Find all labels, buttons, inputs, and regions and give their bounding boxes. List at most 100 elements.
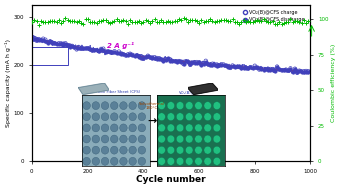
Circle shape (92, 157, 100, 165)
Point (272, 22, 278, 25)
Point (221, 63, 226, 66)
Point (56, 19, 61, 22)
Point (203, 61, 209, 64)
Point (172, 59, 177, 62)
Point (92, 49, 97, 52)
Point (198, 19, 204, 22)
Point (118, 19, 124, 22)
Point (54, 42, 59, 45)
Point (210, 20, 215, 23)
Point (248, 66, 253, 69)
Circle shape (138, 102, 146, 110)
Point (136, 55, 142, 58)
Point (96, 20, 102, 23)
Y-axis label: Specific capacity (mA h g⁻¹): Specific capacity (mA h g⁻¹) (5, 39, 11, 127)
Point (217, 64, 222, 67)
Circle shape (158, 124, 165, 132)
Point (70, 44, 75, 47)
Point (227, 65, 233, 68)
Point (121, 19, 126, 22)
Point (63, 42, 68, 45)
Title: Carbon Fiber Sheet (CFS): Carbon Fiber Sheet (CFS) (91, 90, 140, 94)
Point (150, 20, 155, 23)
Point (99, 47, 104, 50)
Point (192, 19, 197, 22)
Point (47, 40, 53, 43)
Point (227, 67, 233, 70)
Point (134, 20, 139, 23)
Point (292, 67, 298, 70)
Point (292, 19, 298, 22)
Point (223, 64, 228, 67)
Circle shape (167, 124, 175, 132)
Circle shape (120, 102, 127, 110)
Point (56, 42, 61, 45)
Point (112, 50, 117, 53)
Point (32, 37, 37, 40)
Point (58, 43, 64, 46)
Point (254, 66, 260, 69)
Point (294, 71, 300, 74)
Point (203, 59, 209, 62)
Point (32, 19, 37, 22)
Point (96, 50, 102, 53)
Point (125, 54, 131, 57)
Point (165, 20, 170, 23)
Point (118, 52, 124, 55)
Point (165, 57, 170, 60)
Point (256, 67, 262, 70)
Circle shape (101, 135, 109, 143)
Y-axis label: Coulombic efficiency (%): Coulombic efficiency (%) (331, 44, 336, 122)
Point (101, 49, 106, 52)
Point (167, 58, 173, 61)
Point (132, 54, 137, 57)
Point (181, 17, 186, 20)
Point (194, 60, 199, 64)
Point (29, 37, 35, 40)
Point (105, 50, 110, 53)
Point (74, 21, 79, 24)
Circle shape (129, 102, 136, 110)
Point (239, 67, 244, 70)
Circle shape (110, 157, 118, 165)
Point (297, 69, 302, 72)
Point (156, 57, 162, 60)
Point (89, 49, 95, 52)
Point (194, 61, 199, 64)
Point (36, 39, 42, 42)
Point (248, 20, 253, 23)
Point (275, 66, 280, 69)
Point (94, 49, 99, 52)
Circle shape (158, 146, 165, 154)
Point (261, 68, 266, 71)
Point (306, 20, 311, 23)
Circle shape (176, 157, 184, 165)
Circle shape (213, 135, 221, 143)
Point (43, 20, 48, 23)
Point (143, 56, 148, 59)
Point (214, 19, 220, 22)
Point (138, 55, 144, 58)
Circle shape (213, 102, 221, 110)
Circle shape (83, 102, 90, 110)
Point (109, 20, 115, 23)
Point (76, 45, 81, 48)
Point (301, 70, 307, 73)
Point (265, 20, 271, 23)
Point (188, 19, 193, 22)
Point (96, 50, 102, 53)
Circle shape (204, 113, 211, 121)
Point (190, 61, 195, 64)
Circle shape (195, 124, 202, 132)
Point (103, 50, 108, 53)
Point (290, 20, 295, 23)
Point (208, 63, 213, 66)
Point (38, 38, 44, 41)
Point (43, 40, 48, 43)
Point (285, 20, 291, 23)
Point (72, 46, 77, 49)
Point (99, 48, 104, 51)
Point (294, 19, 300, 22)
Circle shape (129, 135, 136, 143)
Point (268, 20, 273, 23)
